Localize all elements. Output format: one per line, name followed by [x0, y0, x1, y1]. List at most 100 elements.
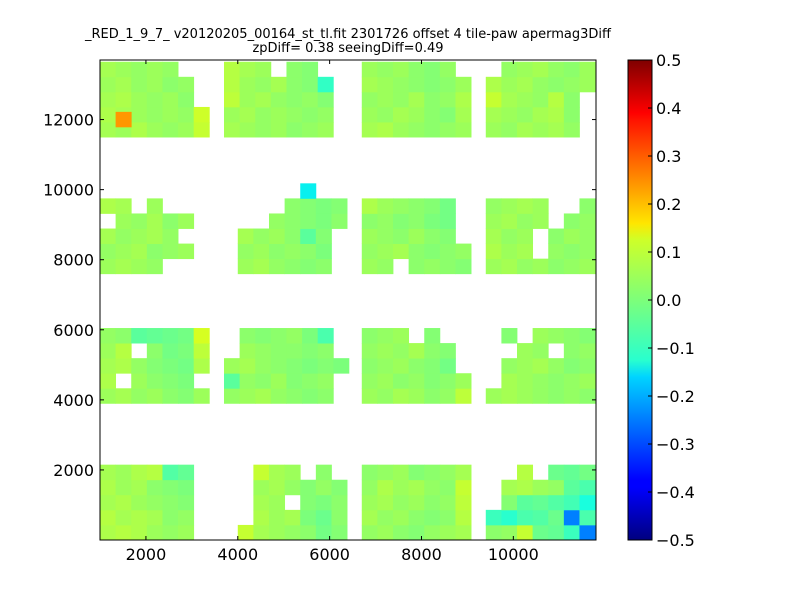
- heatmap-cell: [393, 494, 410, 511]
- y-tick-label: 8000: [53, 251, 94, 270]
- heatmap-cell: [162, 524, 179, 540]
- heatmap-cell: [408, 228, 425, 244]
- heatmap-cell: [424, 343, 441, 359]
- heatmap-cell: [162, 373, 179, 389]
- heatmap-cell: [408, 91, 425, 108]
- heatmap-cell: [361, 494, 378, 511]
- heatmap-cell: [302, 61, 319, 78]
- heatmap-cell: [100, 328, 117, 344]
- heatmap-cell: [517, 228, 534, 244]
- heatmap-cell: [361, 358, 378, 374]
- heatmap-cell: [455, 106, 472, 123]
- heatmap-cell: [100, 61, 117, 78]
- heatmap-cell: [315, 509, 332, 526]
- heatmap-cell: [579, 464, 596, 481]
- heatmap-cell: [361, 122, 378, 138]
- heatmap-cell: [393, 213, 410, 229]
- heatmap-cell: [393, 358, 410, 374]
- heatmap-cell: [284, 464, 301, 481]
- heatmap-cell: [532, 61, 549, 78]
- heatmap-cell: [408, 509, 425, 526]
- heatmap-cell: [317, 373, 334, 389]
- heatmap-cell: [269, 213, 286, 229]
- heatmap-cell: [548, 373, 565, 389]
- heatmap-cell: [162, 91, 179, 108]
- heatmap-cell: [224, 91, 241, 108]
- heatmap-cell: [239, 91, 256, 108]
- heatmap-cell: [408, 494, 425, 511]
- heatmap-cell: [131, 122, 148, 138]
- heatmap-cell: [239, 122, 256, 138]
- heatmap-cell: [579, 373, 596, 389]
- heatmap-cell: [302, 122, 319, 138]
- heatmap-cell: [286, 76, 303, 93]
- heatmap-cell: [517, 122, 534, 138]
- heatmap-cell: [162, 61, 179, 78]
- heatmap-cell: [269, 464, 286, 481]
- heatmap-cell: [178, 328, 195, 344]
- heatmap-cell: [331, 494, 348, 511]
- heatmap-cell: [224, 122, 241, 138]
- colorbar-tick-label: −0.2: [656, 387, 695, 406]
- heatmap-cell: [579, 524, 596, 540]
- heatmap-cell: [100, 106, 117, 123]
- heatmap-cell: [548, 358, 565, 374]
- heatmap-cell: [300, 198, 317, 214]
- heatmap-cell: [485, 198, 502, 214]
- heatmap-cell: [424, 76, 441, 93]
- heatmap-cell: [270, 328, 287, 344]
- heatmap-cell: [115, 111, 132, 128]
- heatmap-cell: [439, 213, 456, 229]
- x-tick-label: 6000: [309, 545, 350, 564]
- heatmap-cell: [377, 464, 394, 481]
- heatmap-cell: [178, 106, 195, 123]
- chart-title-line2: zpDiff= 0.38 seeingDiff=0.49: [252, 41, 443, 56]
- heatmap-cell: [131, 213, 148, 229]
- heatmap-cell: [532, 524, 549, 540]
- heatmap-cell: [485, 228, 502, 244]
- heatmap-cell: [115, 91, 132, 108]
- heatmap-cell: [563, 76, 580, 93]
- heatmap-cell: [253, 258, 270, 275]
- heatmap-cell: [532, 479, 549, 496]
- heatmap-cell: [269, 228, 286, 244]
- heatmap-cell: [424, 388, 441, 404]
- heatmap-cell: [100, 343, 117, 359]
- heatmap-cell: [237, 243, 254, 260]
- heatmap-cell: [100, 464, 117, 481]
- heatmap-cell: [501, 509, 518, 526]
- heatmap-cell: [517, 61, 534, 78]
- heatmap-cell: [517, 258, 534, 275]
- heatmap-cell: [255, 61, 272, 78]
- heatmap-cell: [239, 106, 256, 123]
- heatmap-cell: [517, 91, 534, 108]
- heatmap-cell: [302, 76, 319, 93]
- heatmap-cell: [501, 91, 518, 108]
- heatmap-cell: [115, 328, 132, 344]
- heatmap-cell: [439, 373, 456, 389]
- heatmap-cell: [501, 228, 518, 244]
- heatmap-cell: [377, 524, 394, 540]
- heatmap-cell: [393, 328, 410, 344]
- heatmap-cell: [563, 91, 580, 108]
- heatmap-cell: [532, 258, 549, 275]
- heatmap-cell: [331, 213, 348, 229]
- heatmap-cell: [255, 343, 272, 359]
- heatmap-cell: [131, 228, 148, 244]
- heatmap-cell: [424, 91, 441, 108]
- heatmap-cell: [361, 328, 378, 344]
- heatmap-cell: [253, 509, 270, 526]
- heatmap-cell: [224, 358, 241, 374]
- heatmap-cell: [100, 228, 117, 244]
- heatmap-cell: [408, 524, 425, 540]
- heatmap-cell: [548, 464, 565, 481]
- heatmap-cell: [317, 76, 334, 93]
- heatmap-cell: [286, 388, 303, 404]
- heatmap-cell: [517, 388, 534, 404]
- heatmap-cell: [393, 509, 410, 526]
- heatmap-cell: [131, 106, 148, 123]
- heatmap-cell: [485, 388, 502, 404]
- heatmap-cell: [178, 388, 195, 404]
- heatmap-cell: [532, 91, 549, 108]
- heatmap-cell: [224, 373, 241, 389]
